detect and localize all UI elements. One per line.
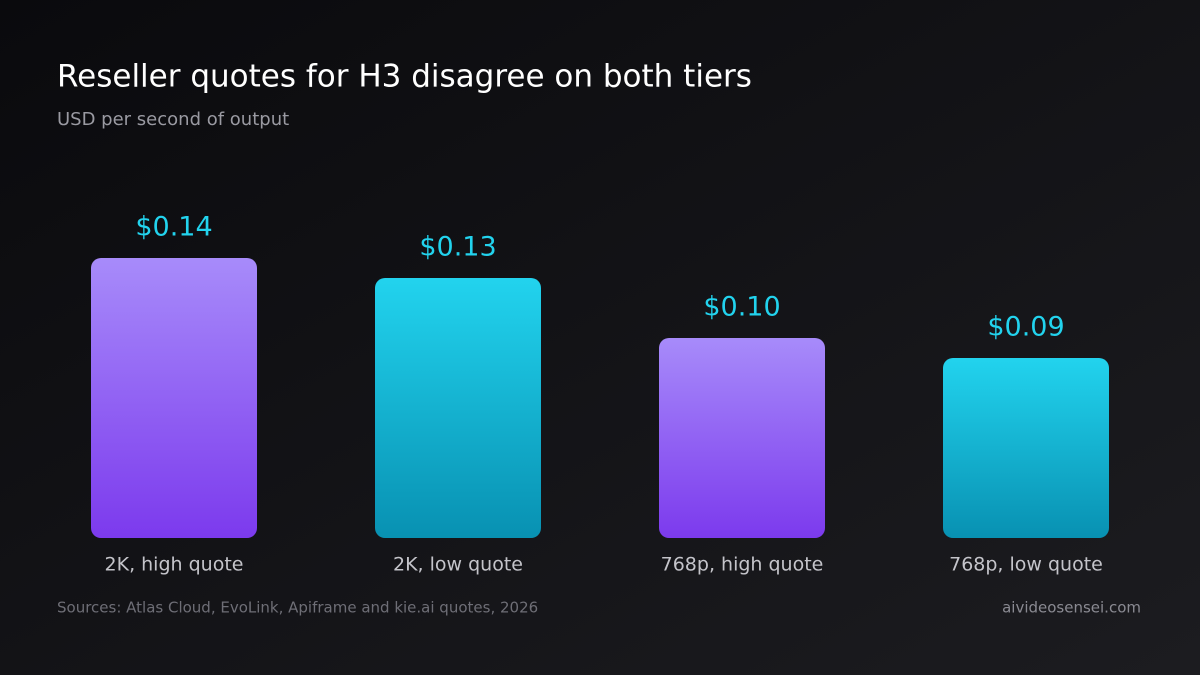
x-tick-label: 768p, high quote <box>661 554 824 576</box>
chart-subtitle: USD per second of output <box>57 109 289 130</box>
credit: aivideosensei.com <box>1002 599 1141 617</box>
value-label: $0.10 <box>703 292 780 323</box>
x-tick-label: 2K, low quote <box>393 554 523 576</box>
chart-title: Reseller quotes for H3 disagree on both … <box>57 59 752 95</box>
bar <box>91 258 257 538</box>
bar <box>943 358 1109 538</box>
x-tick-label: 768p, low quote <box>949 554 1103 576</box>
bar <box>375 278 541 538</box>
x-tick-label: 2K, high quote <box>105 554 244 576</box>
value-label: $0.14 <box>135 212 212 243</box>
bar <box>659 338 825 538</box>
value-label: $0.13 <box>419 232 496 263</box>
source-note: Sources: Atlas Cloud, EvoLink, Apiframe … <box>57 599 538 617</box>
value-label: $0.09 <box>987 312 1064 343</box>
